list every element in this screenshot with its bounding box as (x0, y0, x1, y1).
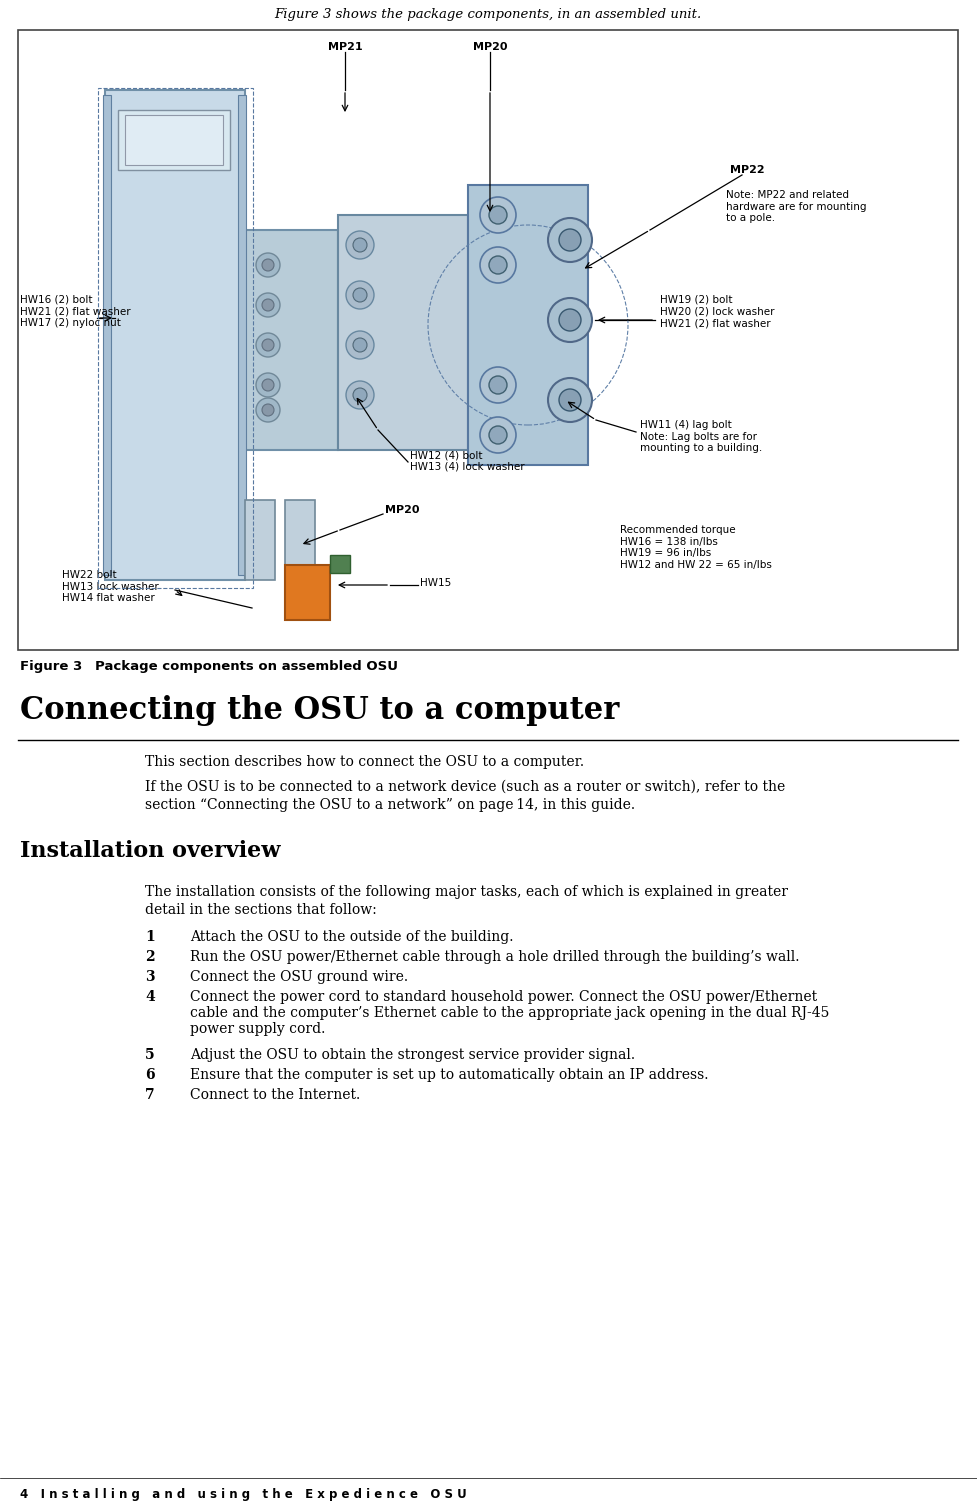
Text: 1: 1 (145, 930, 154, 943)
Circle shape (548, 378, 592, 422)
Circle shape (346, 332, 374, 359)
Text: 6: 6 (145, 1068, 154, 1082)
Circle shape (262, 404, 274, 416)
Text: HW19 (2) bolt
HW20 (2) lock washer
HW21 (2) flat washer: HW19 (2) bolt HW20 (2) lock washer HW21 … (660, 295, 775, 329)
Circle shape (559, 389, 581, 411)
Text: Installation overview: Installation overview (20, 839, 280, 862)
Text: Figure 3 shows the package components, in an assembled unit.: Figure 3 shows the package components, i… (275, 8, 701, 21)
Circle shape (353, 288, 367, 301)
Text: 4   I n s t a l l i n g   a n d   u s i n g   t h e   E x p e d i e n c e   O S : 4 I n s t a l l i n g a n d u s i n g t … (20, 1487, 467, 1501)
Circle shape (262, 259, 274, 271)
Text: Figure 3: Figure 3 (20, 660, 82, 674)
Text: HW11 (4) lag bolt
Note: Lag bolts are for
mounting to a building.: HW11 (4) lag bolt Note: Lag bolts are fo… (640, 420, 762, 454)
Text: Run the OSU power/Ethernet cable through a hole drilled through the building’s w: Run the OSU power/Ethernet cable through… (190, 949, 799, 964)
Text: 4: 4 (145, 990, 154, 1004)
Text: If the OSU is to be connected to a network device (such as a router or switch), : If the OSU is to be connected to a netwo… (145, 781, 786, 794)
Circle shape (489, 377, 507, 393)
Bar (330, 555, 350, 573)
Text: 7: 7 (145, 1088, 154, 1102)
Circle shape (480, 197, 516, 234)
Bar (118, 110, 230, 170)
Text: Adjust the OSU to obtain the strongest service provider signal.: Adjust the OSU to obtain the strongest s… (190, 1047, 635, 1062)
Bar (468, 185, 588, 466)
Text: HW12 (4) bolt
HW13 (4) lock washer: HW12 (4) bolt HW13 (4) lock washer (410, 451, 525, 472)
Circle shape (353, 387, 367, 402)
Text: Connect to the Internet.: Connect to the Internet. (190, 1088, 361, 1102)
Bar (338, 216, 468, 451)
Text: 5: 5 (145, 1047, 154, 1062)
Circle shape (256, 292, 280, 316)
Bar (245, 500, 275, 580)
Circle shape (256, 253, 280, 277)
Circle shape (256, 398, 280, 422)
Circle shape (346, 280, 374, 309)
Circle shape (262, 378, 274, 390)
Text: Package components on assembled OSU: Package components on assembled OSU (95, 660, 398, 674)
Circle shape (559, 229, 581, 252)
Text: detail in the sections that follow:: detail in the sections that follow: (145, 903, 377, 916)
Circle shape (262, 339, 274, 351)
Bar (243, 231, 338, 451)
Circle shape (262, 298, 274, 310)
Bar (285, 500, 315, 580)
Text: HW22 bolt
HW13 lock washer
HW14 flat washer: HW22 bolt HW13 lock washer HW14 flat was… (62, 570, 158, 603)
Circle shape (256, 333, 280, 357)
Bar (285, 565, 330, 619)
Circle shape (353, 338, 367, 353)
Text: Recommended torque
HW16 = 138 in/lbs
HW19 = 96 in/lbs
HW12 and HW 22 = 65 in/lbs: Recommended torque HW16 = 138 in/lbs HW1… (620, 524, 772, 570)
Text: MP20: MP20 (385, 505, 419, 515)
Text: Note: MP22 and related
hardware are for mounting
to a pole.: Note: MP22 and related hardware are for … (726, 190, 867, 223)
Text: HW16 (2) bolt
HW21 (2) flat washer
HW17 (2) nyloc nut: HW16 (2) bolt HW21 (2) flat washer HW17 … (20, 295, 131, 329)
Bar (125, 115, 223, 164)
Circle shape (489, 426, 507, 445)
Bar (18, 30, 958, 650)
Circle shape (480, 368, 516, 402)
Text: HW15: HW15 (420, 579, 451, 588)
Bar (238, 95, 246, 576)
Text: Connecting the OSU to a computer: Connecting the OSU to a computer (20, 695, 619, 726)
Text: 2: 2 (145, 949, 154, 964)
Circle shape (256, 374, 280, 396)
Text: 3: 3 (145, 971, 154, 984)
Text: section “Connecting the OSU to a network” on page 14, in this guide.: section “Connecting the OSU to a network… (145, 799, 635, 812)
Circle shape (346, 231, 374, 259)
Text: Connect the power cord to standard household power. Connect the OSU power/Ethern: Connect the power cord to standard house… (190, 990, 829, 1037)
Circle shape (480, 417, 516, 454)
Circle shape (548, 298, 592, 342)
Bar (105, 90, 245, 580)
Text: MP21: MP21 (327, 42, 362, 53)
Text: Attach the OSU to the outside of the building.: Attach the OSU to the outside of the bui… (190, 930, 514, 943)
Text: MP22: MP22 (730, 164, 765, 175)
Text: Connect the OSU ground wire.: Connect the OSU ground wire. (190, 971, 408, 984)
Text: Ensure that the computer is set up to automatically obtain an IP address.: Ensure that the computer is set up to au… (190, 1068, 708, 1082)
Circle shape (480, 247, 516, 283)
Bar (98, 87, 253, 588)
Circle shape (559, 309, 581, 332)
Circle shape (489, 206, 507, 225)
Circle shape (489, 256, 507, 274)
Circle shape (346, 381, 374, 408)
Text: The installation consists of the following major tasks, each of which is explain: The installation consists of the followi… (145, 885, 788, 900)
Text: This section describes how to connect the OSU to a computer.: This section describes how to connect th… (145, 755, 584, 769)
Bar (103, 95, 111, 576)
Circle shape (353, 238, 367, 252)
Text: MP20: MP20 (473, 42, 507, 53)
Circle shape (548, 219, 592, 262)
